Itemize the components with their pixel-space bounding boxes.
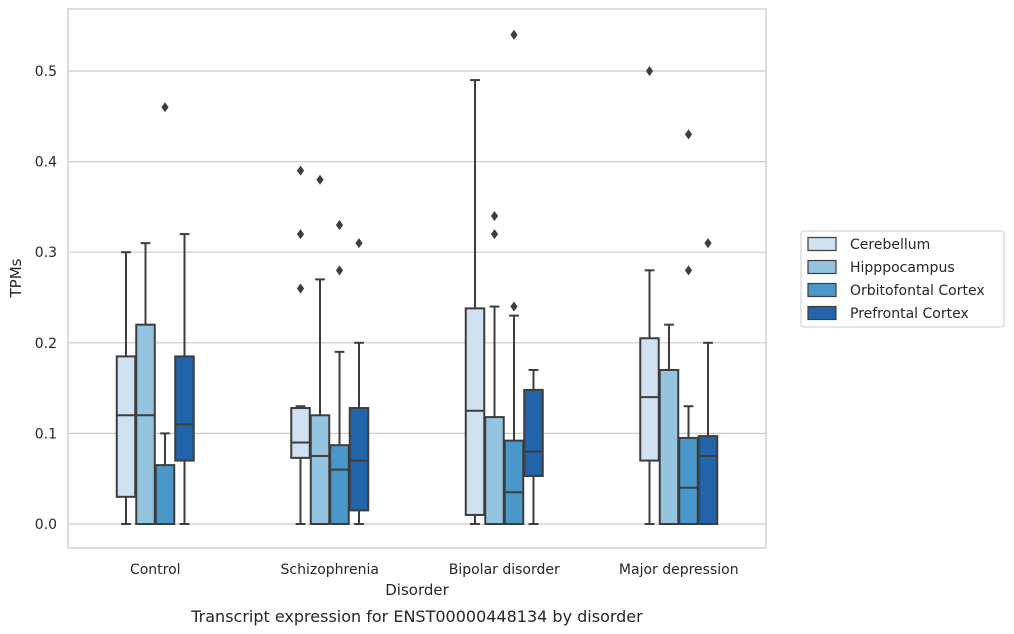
box-orbitofontal-cortex bbox=[678, 129, 699, 525]
y-tick-label: 0.2 bbox=[35, 336, 57, 352]
category-group bbox=[639, 66, 719, 526]
outlier-point bbox=[645, 66, 654, 76]
box-cerebellum bbox=[115, 251, 137, 525]
legend-label: Orbitofontal Cortex bbox=[850, 283, 985, 299]
outlier-point bbox=[704, 238, 712, 249]
box-orbitofontal-cortex bbox=[329, 220, 350, 526]
box-body bbox=[290, 407, 311, 459]
box-hipppocampus bbox=[309, 174, 331, 525]
outlier-point bbox=[335, 220, 344, 231]
legend-swatch bbox=[807, 259, 837, 275]
legend-swatch bbox=[807, 305, 837, 321]
plot-frame bbox=[67, 8, 767, 549]
legend-item: Cerebellum bbox=[807, 236, 930, 253]
x-tick-labels: Control Schizophrenia Bipolar disorder Majo… bbox=[130, 562, 739, 578]
box-body bbox=[697, 435, 719, 526]
outlier-point bbox=[490, 229, 499, 240]
box-cerebellum bbox=[639, 66, 660, 525]
box-body bbox=[678, 436, 699, 525]
legend-label: Cerebellum bbox=[850, 237, 930, 253]
box-prefrontal-cortex bbox=[348, 238, 370, 525]
box-body bbox=[523, 388, 544, 477]
outlier-point bbox=[490, 210, 499, 221]
legend-frame bbox=[800, 230, 1005, 328]
box-orbitofontal-cortex bbox=[503, 29, 525, 526]
legend-item: Orbitofontal Cortex bbox=[807, 282, 985, 299]
box-prefrontal-cortex bbox=[174, 233, 195, 525]
box-orbitofontal-cortex bbox=[154, 102, 176, 525]
outlier-point bbox=[296, 283, 305, 294]
y-tick-label: 0.5 bbox=[35, 64, 57, 80]
outlier-point bbox=[684, 129, 693, 140]
y-tick-label: 0.0 bbox=[35, 517, 57, 533]
box-body bbox=[658, 368, 680, 526]
y-tick-label: 0.1 bbox=[35, 426, 57, 442]
y-tick-label: 0.4 bbox=[35, 155, 57, 171]
x-axis-label: Disorder bbox=[385, 581, 449, 599]
legend-label: Hipppocampus bbox=[850, 260, 955, 276]
x-tick-label: Schizophrenia bbox=[281, 562, 379, 578]
chart-caption: Transcript expression for ENST0000044813… bbox=[190, 607, 643, 626]
outlier-point bbox=[684, 265, 693, 276]
outlier-point bbox=[510, 29, 518, 40]
outlier-point bbox=[510, 301, 518, 312]
x-tick-label: Bipolar disorder bbox=[449, 562, 560, 578]
box-body bbox=[484, 416, 505, 526]
legend-swatch bbox=[807, 282, 837, 298]
category-group bbox=[290, 165, 370, 526]
legend: Cerebellum Hipppocampus Orbitofontal Corte… bbox=[800, 230, 1005, 328]
box-cerebellum bbox=[290, 165, 311, 525]
y-tick-label: 0.3 bbox=[35, 245, 57, 261]
category-group bbox=[115, 102, 195, 525]
outlier-point bbox=[316, 174, 324, 185]
box-cerebellum bbox=[464, 79, 486, 525]
box-prefrontal-cortex bbox=[523, 368, 544, 525]
box-body bbox=[348, 407, 370, 512]
box-body bbox=[135, 323, 156, 525]
box-hipppocampus bbox=[135, 242, 156, 525]
legend-item: Prefrontal Cortex bbox=[807, 305, 969, 322]
outlier-point bbox=[355, 238, 363, 249]
box-body bbox=[329, 444, 350, 526]
box-body bbox=[309, 414, 331, 525]
outlier-point bbox=[335, 265, 344, 276]
x-tick-label: Major depression bbox=[619, 562, 739, 578]
box-hipppocampus bbox=[658, 323, 680, 526]
box-groups bbox=[115, 29, 719, 526]
box-body bbox=[154, 464, 176, 525]
legend-item: Hipppocampus bbox=[807, 259, 955, 276]
outlier-point bbox=[296, 229, 305, 240]
y-axis-label: TPMs bbox=[7, 258, 25, 298]
y-tick-labels: 0.0 0.1 0.2 0.3 0.4 0.5 bbox=[35, 64, 57, 533]
outlier-point bbox=[161, 102, 169, 113]
box-body bbox=[639, 337, 660, 462]
box-hipppocampus bbox=[484, 210, 505, 526]
category-group bbox=[464, 29, 544, 526]
legend-swatch bbox=[807, 236, 837, 252]
outlier-point bbox=[296, 165, 305, 176]
box-body bbox=[115, 355, 137, 498]
legend-label: Prefrontal Cortex bbox=[850, 306, 969, 322]
box-body bbox=[503, 439, 525, 526]
box-prefrontal-cortex bbox=[697, 238, 719, 526]
x-tick-label: Control bbox=[130, 562, 181, 578]
box-body bbox=[174, 355, 195, 462]
